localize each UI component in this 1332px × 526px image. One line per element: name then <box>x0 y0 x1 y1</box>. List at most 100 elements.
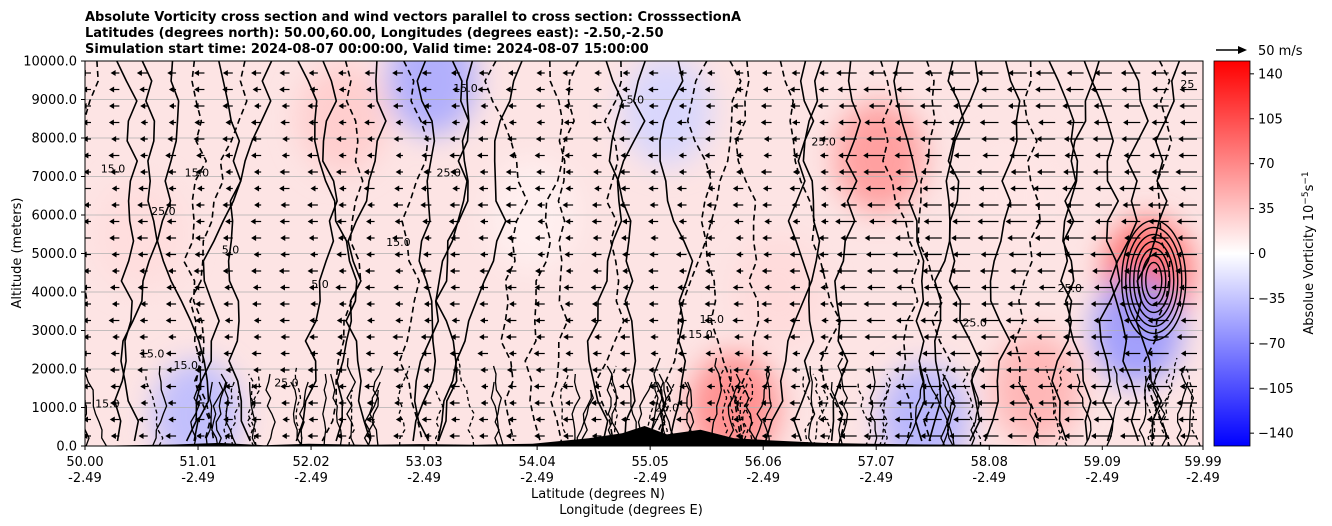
contour-line <box>928 61 965 442</box>
wind-vector-head <box>892 70 898 76</box>
wind-vector-head <box>1093 284 1099 291</box>
wind-vector-head <box>167 400 173 406</box>
wind-vector-head <box>507 103 513 109</box>
wind-vector-head <box>534 400 540 406</box>
wind-vector-head <box>1037 268 1043 274</box>
wind-vector-head <box>307 218 313 225</box>
wind-vector-head <box>1090 86 1096 93</box>
y-tick-label: 8000.0 <box>32 132 78 147</box>
wind-vector-head <box>1033 433 1039 439</box>
x-tick-label-lat: 56.06 <box>745 455 782 470</box>
wind-vector-head <box>306 152 312 159</box>
wind-vector-head <box>140 383 146 390</box>
wind-vector-head <box>1123 103 1129 109</box>
wind-vector-head <box>868 350 874 357</box>
wind-vector-head <box>618 103 624 109</box>
wind-vector-head <box>979 119 985 126</box>
y-tick-label: 6000.0 <box>32 209 78 224</box>
wind-vector-head <box>366 400 372 406</box>
wind-vector-head <box>789 400 795 406</box>
wind-vector-head <box>421 119 427 126</box>
wind-vector-head <box>819 70 825 76</box>
wind-vector-head <box>896 284 902 291</box>
wind-vector-head <box>224 383 230 390</box>
contour-label: 15.0 <box>453 82 478 95</box>
wind-vector-head <box>477 136 483 142</box>
wind-vector-head <box>254 202 260 208</box>
wind-vector-head <box>734 350 740 357</box>
wind-vector-head <box>678 235 684 241</box>
wind-vector-head <box>760 169 766 175</box>
wind-vector-head <box>818 86 824 93</box>
wind-vector-head <box>505 86 511 93</box>
wind-vector-head <box>863 169 869 175</box>
wind-vector-head <box>1093 317 1099 324</box>
wind-vector-head <box>1148 218 1154 225</box>
wind-vector-head <box>835 185 841 192</box>
wind-vector-head <box>953 416 959 423</box>
wind-vector-head <box>109 235 115 241</box>
wind-vector-head <box>423 169 429 175</box>
wind-vector-head <box>763 136 769 142</box>
wind-vector-head <box>338 268 344 274</box>
wind-vector-head <box>165 152 171 159</box>
wind-vector-head <box>707 70 713 76</box>
wind-vector-head <box>394 400 400 406</box>
wind-vector-head <box>167 268 173 274</box>
wind-vector-head <box>760 416 766 423</box>
wind-vector-head <box>866 416 872 423</box>
wind-vector-head <box>648 103 654 109</box>
wind-vector-head <box>423 103 429 109</box>
wind-vector-head <box>922 251 928 258</box>
wind-vector-head <box>338 301 344 307</box>
wind-vector-head <box>836 383 842 390</box>
wind-vector-head <box>85 268 89 274</box>
wind-vector-head <box>280 251 286 258</box>
wind-vector-head <box>394 185 400 192</box>
wind-vector-head <box>196 383 202 390</box>
wind-vector-head <box>168 119 174 126</box>
wind-vector-head <box>85 169 89 175</box>
wind-vector-head <box>1009 416 1015 423</box>
wind-vector-head <box>562 367 568 373</box>
wind-vector-head <box>705 103 711 109</box>
wind-vector-head <box>112 334 118 340</box>
wind-vector-head <box>452 367 458 373</box>
y-tick-label: 10000.0 <box>23 55 77 70</box>
wind-vector-head <box>254 185 260 192</box>
wind-vector-head <box>1152 103 1158 109</box>
wind-vector-head <box>252 301 258 307</box>
contour-lines <box>85 61 1201 446</box>
wind-vector-head <box>138 416 144 423</box>
wind-vector-head <box>650 169 656 175</box>
x-tick-label-lat: 52.02 <box>292 455 329 470</box>
wind-vector-head <box>762 350 768 357</box>
x-tick-label-lat: 59.09 <box>1084 455 1121 470</box>
wind-vector-head <box>1122 334 1128 340</box>
wind-vector-head <box>480 251 486 258</box>
wind-vector-head <box>1147 350 1153 357</box>
wind-vector-head <box>977 103 983 109</box>
wind-vector-head <box>1006 350 1012 357</box>
chart-title-line-2: Latitudes (degrees north): 50.00,60.00, … <box>85 26 664 41</box>
wind-vector-head <box>168 334 174 340</box>
wind-vector-head <box>1062 185 1068 192</box>
y-axis-label: Altitude (meters) <box>10 198 25 309</box>
wind-vector-head <box>1038 400 1044 406</box>
wind-vector-head <box>894 103 900 109</box>
wind-vector-head <box>280 350 286 357</box>
wind-vector-head <box>869 218 875 225</box>
wind-vector-head <box>534 152 540 159</box>
wind-vector-head <box>1063 169 1069 175</box>
wind-vector-head <box>648 86 654 93</box>
wind-vector-head <box>366 301 372 307</box>
wind-vector-head <box>647 152 653 159</box>
wind-vector-head <box>1094 202 1100 208</box>
wind-vector-head <box>477 152 483 159</box>
vorticity-patch <box>689 352 780 446</box>
y-tick-label: 9000.0 <box>32 93 78 108</box>
wind-vector-head <box>424 433 430 439</box>
wind-vector-head <box>1147 317 1153 324</box>
wind-vector-head <box>479 433 485 439</box>
wind-vector-head <box>281 400 287 406</box>
